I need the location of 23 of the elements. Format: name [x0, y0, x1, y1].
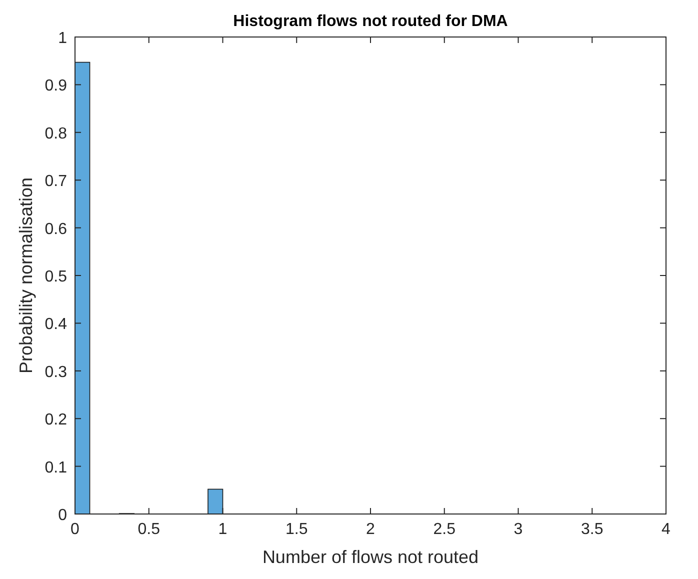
y-tick-label: 0.7: [44, 173, 68, 190]
y-tick-label: 0.6: [44, 220, 68, 238]
y-tick-label: 0.2: [44, 412, 68, 429]
y-tick-label: 0.1: [44, 459, 68, 476]
y-axis-title: Probability normalisation: [16, 177, 36, 374]
x-tick-label: 3.5: [581, 521, 604, 538]
x-tick-label: 2.5: [433, 521, 456, 538]
y-tick-label: 0.4: [44, 316, 68, 334]
y-tick-label: 1: [58, 30, 68, 47]
chart-title: Histogram flows not routed for DMA: [233, 13, 508, 30]
x-tick-label: 1.5: [286, 521, 308, 538]
y-tick-label: 0: [58, 507, 68, 524]
y-tick-label: 0.8: [44, 125, 68, 142]
x-tick-label: 4: [662, 521, 671, 538]
x-tick-label: 1: [218, 521, 228, 538]
y-tick-label: 0.9: [44, 78, 68, 95]
x-tick-label: 3: [514, 521, 523, 538]
x-tick-label: 0.5: [138, 521, 160, 538]
y-tick-label: 0.5: [44, 268, 68, 286]
x-axis-title: Number of flows not routed: [262, 547, 479, 567]
y-tick-label: 0.3: [44, 364, 68, 381]
x-tick-label: 2: [366, 521, 376, 538]
x-tick-label: 0: [70, 521, 80, 538]
